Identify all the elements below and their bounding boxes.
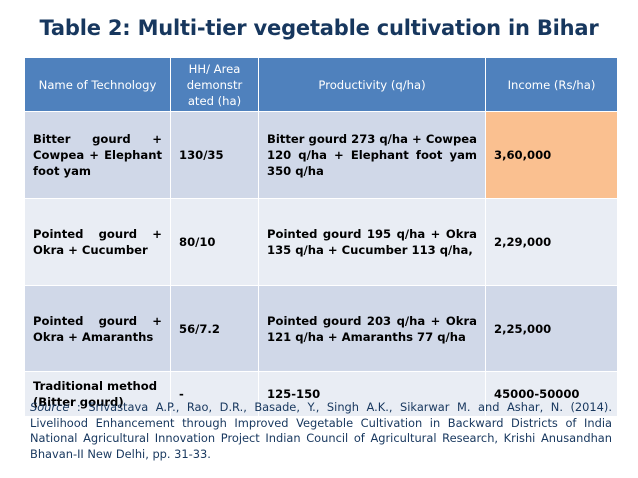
- table-row: Pointed gourd + Okra + Cucumber 80/10 Po…: [24, 198, 618, 286]
- cultivation-table: Name of Technology HH/ Area demonstr ate…: [24, 57, 618, 417]
- cell-technology: Traditional method (Bitter gourd): [24, 371, 171, 417]
- cell-income: 2,25,000: [485, 285, 618, 372]
- cell-area: -: [170, 371, 259, 417]
- cell-productivity: Pointed gourd 195 q/ha + Okra 135 q/ha +…: [258, 198, 486, 286]
- table-row: Traditional method (Bitter gourd) - 125-…: [24, 371, 618, 417]
- source-label: Source: [30, 400, 70, 414]
- table-header-row: Name of Technology HH/ Area demonstr ate…: [24, 57, 618, 112]
- cell-income: 2,29,000: [485, 198, 618, 286]
- cell-technology: Bitter gourd + Cowpea + Elephant foot ya…: [24, 111, 171, 199]
- header-income: Income (Rs/ha): [485, 57, 618, 112]
- cell-productivity: Pointed gourd 203 q/ha + Okra 121 q/ha +…: [258, 285, 486, 372]
- cell-income-highlighted: 3,60,000: [485, 111, 618, 199]
- cell-technology: Pointed gourd + Okra + Cucumber: [24, 198, 171, 286]
- header-productivity: Productivity (q/ha): [258, 57, 486, 112]
- cell-productivity: 125-150: [258, 371, 486, 417]
- cell-income: 45000-50000: [485, 371, 618, 417]
- table-row: Pointed gourd + Okra + Amaranths 56/7.2 …: [24, 285, 618, 372]
- cell-area: 56/7.2: [170, 285, 259, 372]
- header-technology: Name of Technology: [24, 57, 171, 112]
- cell-area: 130/35: [170, 111, 259, 199]
- cell-productivity: Bitter gourd 273 q/ha + Cowpea 120 q/ha …: [258, 111, 486, 199]
- header-area: HH/ Area demonstr ated (ha): [170, 57, 259, 112]
- table-row: Bitter gourd + Cowpea + Elephant foot ya…: [24, 111, 618, 199]
- source-text: : Srivastava A.P., Rao, D.R., Basade, Y.…: [30, 400, 612, 461]
- cell-technology: Pointed gourd + Okra + Amaranths: [24, 285, 171, 372]
- source-citation: Source : Srivastava A.P., Rao, D.R., Bas…: [30, 400, 612, 462]
- cell-area: 80/10: [170, 198, 259, 286]
- page-title: Table 2: Multi-tier vegetable cultivatio…: [39, 16, 599, 40]
